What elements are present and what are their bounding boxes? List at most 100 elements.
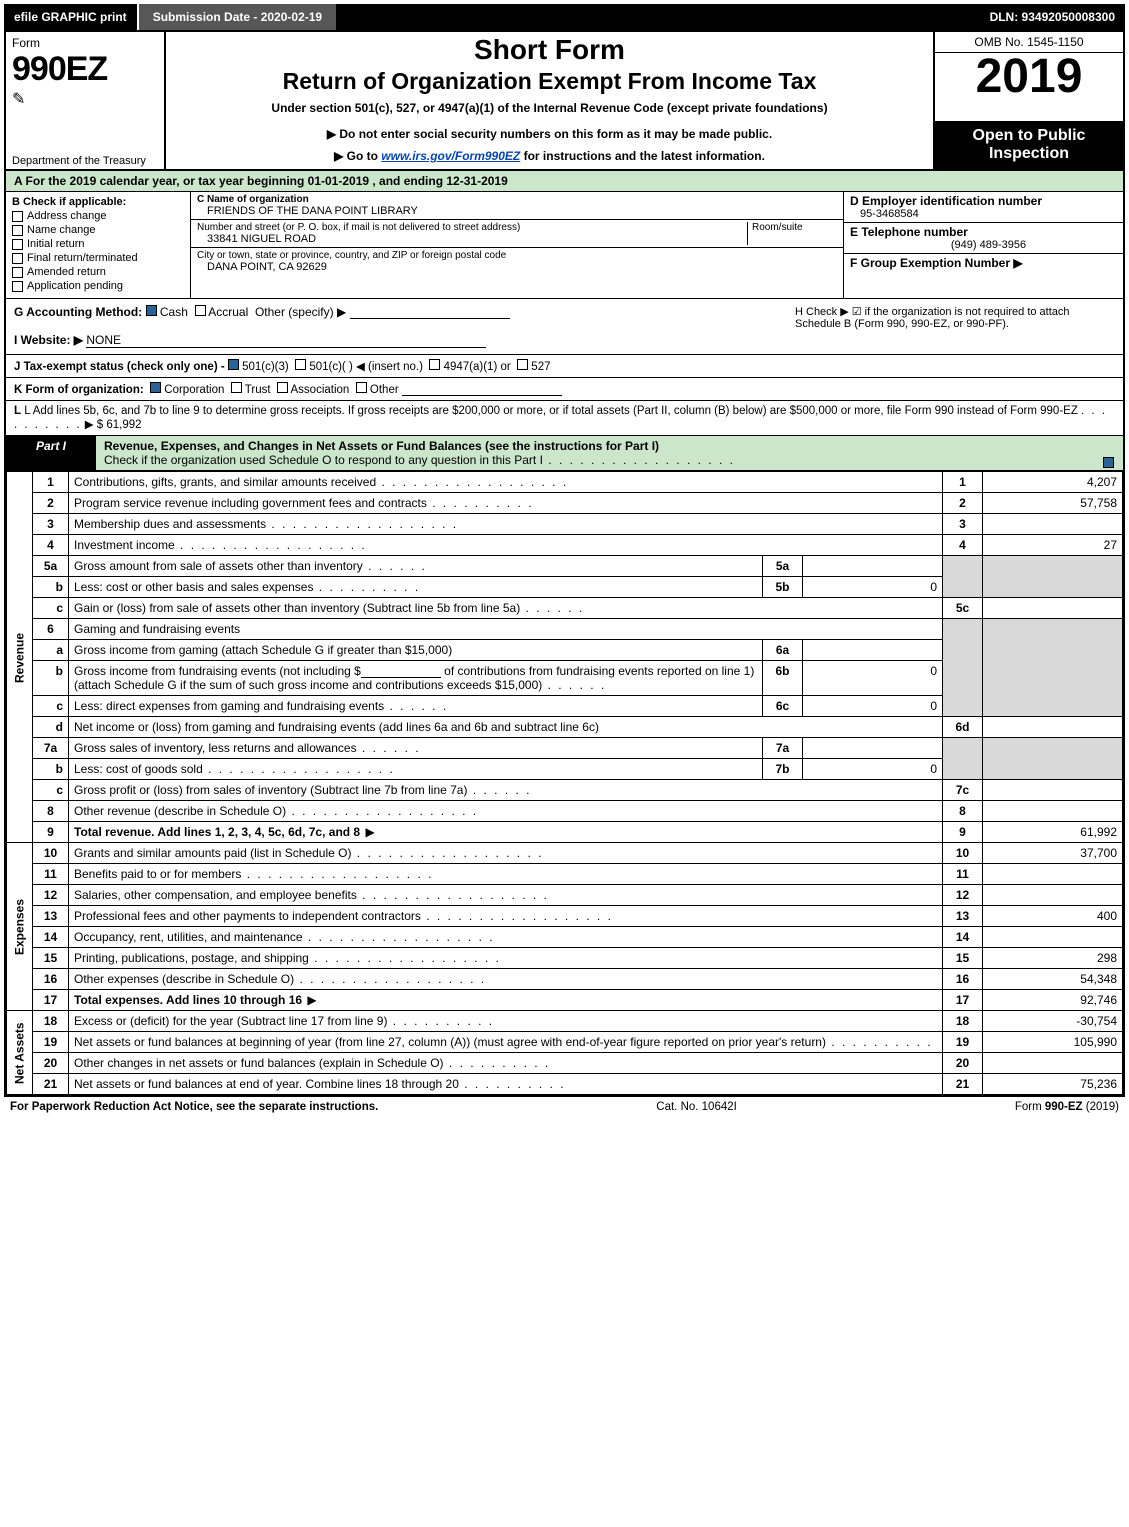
sub3-post: for instructions and the latest informat… bbox=[520, 149, 765, 163]
c-name-label: C Name of organization bbox=[197, 194, 837, 205]
line-ref: 2 bbox=[943, 493, 983, 514]
line-value bbox=[983, 780, 1123, 801]
table-row: 8 Other revenue (describe in Schedule O)… bbox=[7, 801, 1123, 822]
checkbox-assoc[interactable] bbox=[277, 382, 288, 393]
checkbox-other-org[interactable] bbox=[356, 382, 367, 393]
checkbox-501c3[interactable] bbox=[228, 359, 239, 370]
form-title: Return of Organization Exempt From Incom… bbox=[172, 68, 927, 95]
table-row: c Gain or (loss) from sale of assets oth… bbox=[7, 598, 1123, 619]
line-ref: 13 bbox=[943, 906, 983, 927]
city-label: City or town, state or province, country… bbox=[197, 250, 837, 261]
line-desc: Net assets or fund balances at end of ye… bbox=[69, 1074, 943, 1095]
treasury-seal-icon: ✎ bbox=[12, 89, 158, 109]
line-desc: Membership dues and assessments bbox=[69, 514, 943, 535]
line-desc: Gaming and fundraising events bbox=[69, 619, 943, 640]
form-subtitle-2: ▶ Do not enter social security numbers o… bbox=[172, 127, 927, 141]
checkbox-address-change[interactable] bbox=[12, 211, 23, 222]
irs-link[interactable]: www.irs.gov/Form990EZ bbox=[381, 149, 520, 163]
line-num: 8 bbox=[33, 801, 69, 822]
section-c-block: C Name of organization FRIENDS OF THE DA… bbox=[191, 192, 843, 298]
label-name-change: Name change bbox=[27, 224, 96, 236]
line-ref: 4 bbox=[943, 535, 983, 556]
checkbox-initial-return[interactable] bbox=[12, 239, 23, 250]
part-i-check-text: Check if the organization used Schedule … bbox=[104, 453, 543, 467]
table-row: 5a Gross amount from sale of assets othe… bbox=[7, 556, 1123, 577]
l-val: 61,992 bbox=[106, 419, 141, 431]
inner-box-value bbox=[803, 556, 943, 577]
line-value: 105,990 bbox=[983, 1032, 1123, 1053]
inner-box-value: 0 bbox=[803, 577, 943, 598]
line-desc: Less: direct expenses from gaming and fu… bbox=[69, 696, 763, 717]
other-specify-input[interactable] bbox=[350, 305, 510, 319]
checkbox-pending[interactable] bbox=[12, 281, 23, 292]
table-row: c Gross profit or (loss) from sales of i… bbox=[7, 780, 1123, 801]
checkbox-accrual[interactable] bbox=[195, 305, 206, 316]
line-num: 11 bbox=[33, 864, 69, 885]
e-phone-label: E Telephone number bbox=[850, 225, 1117, 239]
row-i: I Website: ▶ NONE bbox=[14, 333, 795, 348]
other-org-input[interactable] bbox=[402, 382, 562, 396]
table-row: 19 Net assets or fund balances at beginn… bbox=[7, 1032, 1123, 1053]
checkbox-corp[interactable] bbox=[150, 382, 161, 393]
line-desc: Program service revenue including govern… bbox=[69, 493, 943, 514]
line-desc: Other expenses (describe in Schedule O) bbox=[69, 969, 943, 990]
line-desc: Gross profit or (loss) from sales of inv… bbox=[69, 780, 943, 801]
line-num: b bbox=[33, 661, 69, 696]
line-num: 14 bbox=[33, 927, 69, 948]
contrib-amount-input[interactable] bbox=[361, 664, 441, 678]
line-value: -30,754 bbox=[983, 1011, 1123, 1032]
table-row: 20 Other changes in net assets or fund b… bbox=[7, 1053, 1123, 1074]
page-footer: For Paperwork Reduction Act Notice, see … bbox=[4, 1097, 1125, 1117]
checkbox-name-change[interactable] bbox=[12, 225, 23, 236]
line-desc: Gain or (loss) from sale of assets other… bbox=[69, 598, 943, 619]
i-website-value: NONE bbox=[86, 333, 486, 348]
part-i-dots bbox=[543, 453, 735, 467]
line-num: 10 bbox=[33, 843, 69, 864]
line-num: 17 bbox=[33, 990, 69, 1011]
checkbox-trust[interactable] bbox=[231, 382, 242, 393]
efile-print-button[interactable]: efile GRAPHIC print bbox=[4, 4, 139, 30]
checkbox-4947[interactable] bbox=[429, 359, 440, 370]
g-accounting: G Accounting Method: Cash Accrual Other … bbox=[14, 305, 795, 319]
line-ref: 15 bbox=[943, 948, 983, 969]
checkbox-part-i-schedule-o[interactable] bbox=[1103, 457, 1114, 468]
line-desc: Net assets or fund balances at beginning… bbox=[69, 1032, 943, 1053]
part-i-title: Revenue, Expenses, and Changes in Net As… bbox=[104, 439, 659, 453]
line-num: c bbox=[33, 696, 69, 717]
line-value: 27 bbox=[983, 535, 1123, 556]
line-value: 37,700 bbox=[983, 843, 1123, 864]
line-num: 16 bbox=[33, 969, 69, 990]
table-row: 21 Net assets or fund balances at end of… bbox=[7, 1074, 1123, 1095]
inner-box-ref: 7b bbox=[763, 759, 803, 780]
checkbox-final-return[interactable] bbox=[12, 253, 23, 264]
line-desc: Grants and similar amounts paid (list in… bbox=[69, 843, 943, 864]
city-value: DANA POINT, CA 92629 bbox=[197, 261, 837, 273]
label-initial-return: Initial return bbox=[27, 238, 84, 250]
line-desc: Less: cost or other basis and sales expe… bbox=[69, 577, 763, 598]
line-desc: Total expenses. Add lines 10 through 16 bbox=[69, 990, 943, 1011]
table-row: 17 Total expenses. Add lines 10 through … bbox=[7, 990, 1123, 1011]
line-desc: Investment income bbox=[69, 535, 943, 556]
line-desc: Occupancy, rent, utilities, and maintena… bbox=[69, 927, 943, 948]
section-b-checkboxes: B Check if applicable: Address change Na… bbox=[6, 192, 191, 298]
line-value bbox=[983, 717, 1123, 738]
shaded-cell bbox=[943, 619, 983, 717]
line-desc: Professional fees and other payments to … bbox=[69, 906, 943, 927]
checkbox-527[interactable] bbox=[517, 359, 528, 370]
checkbox-501c[interactable] bbox=[295, 359, 306, 370]
checkbox-cash[interactable] bbox=[146, 305, 157, 316]
line-num: 12 bbox=[33, 885, 69, 906]
form-id-block: Form 990EZ ✎ Department of the Treasury bbox=[6, 32, 166, 169]
line-num: 19 bbox=[33, 1032, 69, 1053]
table-row: 9 Total revenue. Add lines 1, 2, 3, 4, 5… bbox=[7, 822, 1123, 843]
top-bar: efile GRAPHIC print Submission Date - 20… bbox=[4, 4, 1125, 30]
label-501c: 501(c)( ) ◀ (insert no.) bbox=[309, 361, 423, 373]
line-ref: 6d bbox=[943, 717, 983, 738]
checkbox-amended[interactable] bbox=[12, 267, 23, 278]
table-row: 2 Program service revenue including gove… bbox=[7, 493, 1123, 514]
line-ref: 20 bbox=[943, 1053, 983, 1074]
shaded-cell bbox=[943, 556, 983, 598]
line-desc: Contributions, gifts, grants, and simila… bbox=[69, 472, 943, 493]
line-value bbox=[983, 801, 1123, 822]
table-row: 11 Benefits paid to or for members 11 bbox=[7, 864, 1123, 885]
